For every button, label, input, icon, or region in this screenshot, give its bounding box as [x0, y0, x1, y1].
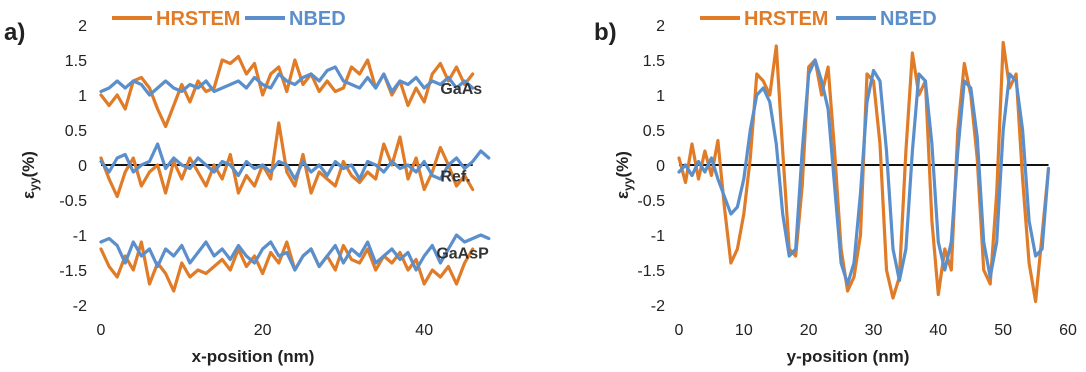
panel-a-ytick-label: 1.5 — [65, 53, 87, 70]
panel-b-ytick-label: 0.5 — [643, 123, 665, 140]
panel-b-xticks: 0 10 20 30 40 50 60 — [675, 322, 1077, 339]
panel-b-ytick-label: -2 — [651, 298, 665, 315]
panel-b-series-nbed — [677, 58, 1051, 286]
panel-a-series — [99, 54, 491, 293]
panel-b-xtick-label: 20 — [800, 322, 818, 339]
panel-a-xtick-label: 40 — [415, 322, 433, 339]
panel-b-legend-hrstem: HRSTEM — [744, 8, 828, 30]
panel-a-ytick-label: 0.5 — [65, 123, 87, 140]
panel-a-ylabel-tail: (%) — [19, 151, 38, 177]
panel-b-legend-nbed: NBED — [880, 8, 937, 30]
panel-a-ytick-label: 0 — [78, 158, 87, 175]
panel-b-ylabel: εyy(%) — [613, 151, 635, 199]
panel-b-ylabel-tail: (%) — [613, 151, 632, 177]
panel-b-label: b) — [594, 19, 617, 46]
panel-b-series — [677, 40, 1051, 304]
panel-a-xlabel: x-position (nm) — [192, 347, 315, 366]
panel-a-series-hrstem-gaas — [99, 54, 475, 129]
panel-b-xtick-label: 0 — [675, 322, 684, 339]
panel-a-ytick-label: -1 — [73, 228, 87, 245]
panel-a-annotations: GaAs Ref. GaAsP — [436, 81, 489, 263]
panel-a-series-nbed-gaasp — [99, 233, 491, 272]
panel-a-series-nbed-gaas — [99, 65, 475, 97]
panel-b-ytick-label: -1 — [651, 228, 665, 245]
panel-b-xtick-label: 30 — [865, 322, 883, 339]
panel-a-xtick-label: 0 — [97, 322, 106, 339]
panel-a-label: a) — [4, 19, 25, 46]
panel-b-ytick-label: -0.5 — [637, 193, 665, 210]
panel-b-legend: HRSTEM NBED — [700, 8, 937, 30]
panel-b-ytick-label: 1 — [656, 88, 665, 105]
panel-b-yticks: 2 1.5 1 0.5 0 -0.5 -1 -1.5 -2 — [637, 18, 665, 315]
panel-a-ylabel: εyy(%) — [19, 151, 41, 199]
panel-b-ylabel-main: ε — [613, 191, 632, 199]
panel-b-ytick-label: 1.5 — [643, 53, 665, 70]
panel-b: b) εyy(%) y-position (nm) 2 1.5 1 0.5 0 -0.5 -… — [594, 8, 1077, 366]
panel-a-ytick-label: -2 — [73, 298, 87, 315]
panel-a-yticks: 2 1.5 1 0.5 0 -0.5 -1 -1.5 -2 — [59, 18, 87, 315]
panel-a-annotation-ref: Ref. — [440, 169, 470, 186]
panel-b-ytick-label: -1.5 — [637, 263, 665, 280]
panel-a-legend: HRSTEM NBED — [112, 8, 346, 30]
panel-a-ytick-label: -1.5 — [59, 263, 87, 280]
panel-b-xlabel: y-position (nm) — [787, 347, 910, 366]
panel-b-xtick-label: 10 — [735, 322, 753, 339]
panel-b-xtick-label: 40 — [929, 322, 947, 339]
panel-a-ytick-label: -0.5 — [59, 193, 87, 210]
panel-b-ytick-label: 0 — [656, 158, 665, 175]
panel-a-series-hrstem-gaasp — [99, 240, 475, 293]
panel-b-ylabel-sub: yy — [621, 177, 635, 191]
panel-a: a) εyy(%) x-position (nm) 2 1.5 1 0.5 0 -0.5 -… — [4, 8, 491, 366]
panel-a-xtick-label: 20 — [254, 322, 272, 339]
panel-a-legend-nbed: NBED — [289, 8, 346, 30]
panel-a-ytick-label: 1 — [78, 88, 87, 105]
panel-a-annotation-gaasp: GaAsP — [436, 246, 489, 263]
panel-a-ylabel-sub: yy — [27, 177, 41, 191]
panel-a-series-hrstem-ref — [99, 121, 475, 199]
panel-b-xtick-label: 60 — [1059, 322, 1077, 339]
panel-a-ytick-label: 2 — [78, 18, 87, 35]
panel-a-series-nbed-ref — [99, 142, 491, 181]
panel-a-ylabel-main: ε — [19, 191, 38, 199]
panel-a-annotation-gaas: GaAs — [440, 81, 482, 98]
panel-b-ytick-label: 2 — [656, 18, 665, 35]
panel-b-xtick-label: 50 — [994, 322, 1012, 339]
panel-a-legend-hrstem: HRSTEM — [156, 8, 240, 30]
panel-a-xticks: 0 20 40 — [97, 322, 434, 339]
